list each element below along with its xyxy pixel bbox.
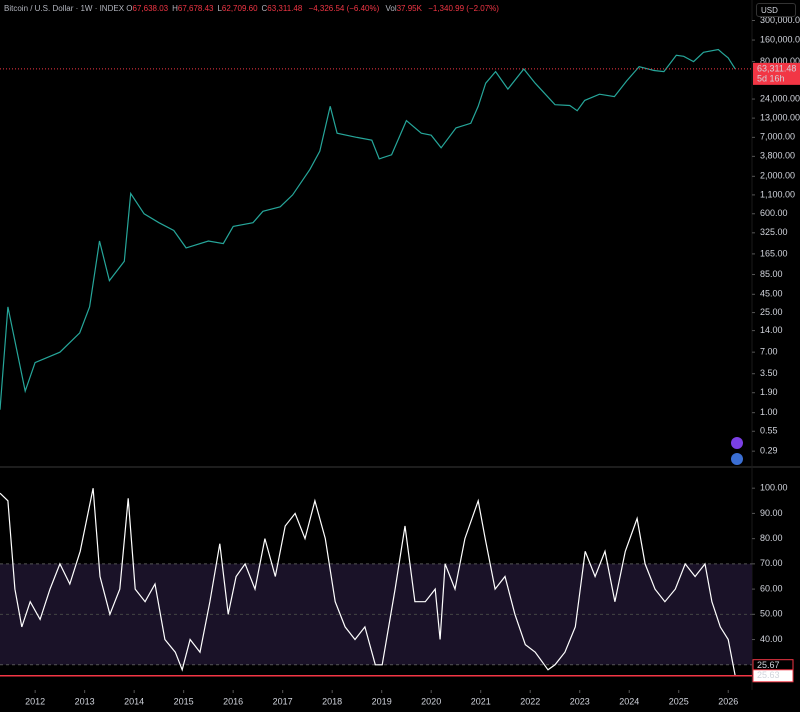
y-tick-label: 7.00 bbox=[760, 347, 778, 357]
x-tick-label: 2015 bbox=[174, 696, 194, 706]
currency-button[interactable]: USD bbox=[756, 3, 796, 17]
volume-change: −1,340.99 (−2.07%) bbox=[428, 4, 499, 13]
countdown: 5d 16h bbox=[757, 73, 785, 83]
y-tick-label: 160,000.00 bbox=[760, 34, 800, 44]
price-line bbox=[0, 48, 736, 410]
y-tick-label: 60.00 bbox=[760, 583, 783, 593]
y-tick-label: 600.00 bbox=[760, 208, 788, 218]
ohlc-key: C bbox=[261, 4, 268, 13]
y-tick-label: 85.00 bbox=[760, 269, 783, 279]
change: −4,326.54 (−6.40%) bbox=[308, 4, 380, 13]
last-price-label: 63,311.48 bbox=[757, 63, 796, 73]
y-tick-label: 7,000.00 bbox=[760, 132, 795, 142]
ohlc-key: L bbox=[217, 4, 222, 13]
y-tick-label: 1.90 bbox=[760, 387, 778, 397]
y-tick-label: 3,800.00 bbox=[760, 151, 795, 161]
y-tick-label: 24,000.00 bbox=[760, 93, 800, 103]
x-tick-label: 2022 bbox=[520, 696, 540, 706]
y-tick-label: 50.00 bbox=[760, 609, 783, 619]
x-tick-label: 2025 bbox=[669, 696, 689, 706]
y-tick-label: 325.00 bbox=[760, 227, 788, 237]
y-tick-label: 80,000.00 bbox=[760, 56, 800, 66]
y-tick-label: 80.00 bbox=[760, 533, 783, 543]
ohlc-key: O bbox=[126, 4, 133, 13]
y-tick-label: 45.00 bbox=[760, 289, 783, 299]
x-tick-label: 2017 bbox=[273, 696, 293, 706]
y-tick-label: 14.00 bbox=[760, 325, 783, 335]
price-line bbox=[0, 488, 736, 676]
marker-label: 25.67 bbox=[757, 660, 780, 670]
ohlc-value: 67,638.03 bbox=[132, 4, 169, 13]
x-tick-label: 2019 bbox=[372, 696, 392, 706]
last-price-box bbox=[753, 62, 800, 85]
y-tick-label: 13,000.00 bbox=[760, 112, 800, 122]
y-tick-label: 90.00 bbox=[760, 508, 783, 518]
y-tick-label: 0.55 bbox=[760, 426, 778, 436]
flag-icon bbox=[731, 453, 743, 465]
volume: 37.95K bbox=[396, 4, 422, 13]
ohlc-value: 67,678.43 bbox=[177, 4, 214, 13]
x-tick-label: 2013 bbox=[75, 696, 95, 706]
y-tick-label: 100.00 bbox=[760, 483, 788, 493]
ohlc: O67,638.03 H67,678.43 L62,709.60 C63,311.48 bbox=[126, 4, 306, 13]
y-tick-label: 1.00 bbox=[760, 407, 778, 417]
ohlc-value: 62,709.60 bbox=[221, 4, 258, 13]
marker-label: 25.63 bbox=[757, 670, 780, 680]
x-tick-label: 2023 bbox=[570, 696, 590, 706]
x-tick-label: 2020 bbox=[421, 696, 441, 706]
marker-box bbox=[752, 669, 794, 683]
legend-header: Bitcoin / U.S. Dollar · 1W · INDEX O67,6… bbox=[4, 4, 503, 13]
rsi-band bbox=[0, 563, 752, 665]
y-tick-label: 1,100.00 bbox=[760, 189, 795, 199]
y-tick-label: 2,000.00 bbox=[760, 171, 795, 181]
y-tick-label: 25.00 bbox=[760, 307, 783, 317]
y-tick-label: 3.50 bbox=[760, 368, 778, 378]
y-tick-label: 0.29 bbox=[760, 446, 778, 456]
ohlc-value: 63,311.48 bbox=[267, 4, 303, 13]
ohlc-key: H bbox=[172, 4, 178, 13]
x-tick-label: 2021 bbox=[471, 696, 491, 706]
x-tick-label: 2018 bbox=[322, 696, 342, 706]
volume-key: Vol bbox=[385, 4, 397, 13]
y-tick-label: 40.00 bbox=[760, 634, 783, 644]
x-tick-label: 2026 bbox=[718, 696, 738, 706]
x-tick-label: 2014 bbox=[124, 696, 144, 706]
y-tick-label: 70.00 bbox=[760, 558, 783, 568]
x-tick-label: 2016 bbox=[223, 696, 243, 706]
x-tick-label: 2012 bbox=[25, 696, 45, 706]
y-tick-label: 165.00 bbox=[760, 248, 788, 258]
x-tick-label: 2024 bbox=[619, 696, 639, 706]
y-tick-label: 300,000.00 bbox=[760, 15, 800, 25]
indicator-icon bbox=[731, 437, 743, 449]
symbol: Bitcoin / U.S. Dollar · 1W · INDEX bbox=[4, 4, 125, 13]
